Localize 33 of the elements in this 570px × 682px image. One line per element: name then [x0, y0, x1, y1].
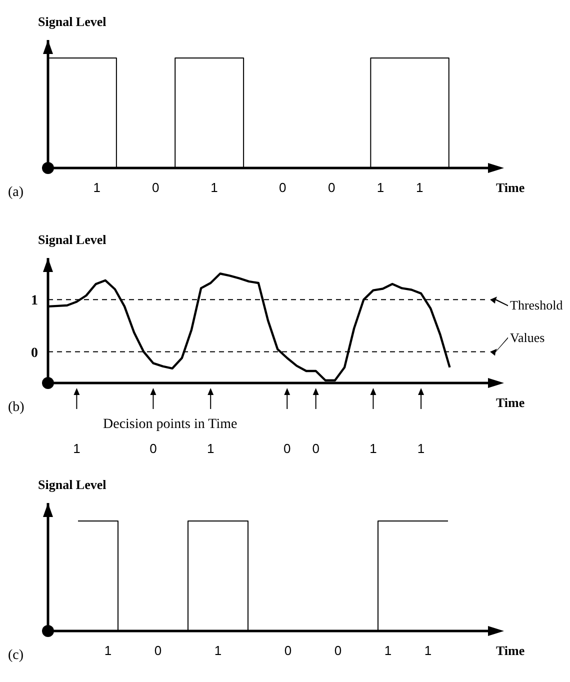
text: (a) [8, 185, 24, 200]
y-axis-title: Signal Level [38, 14, 107, 29]
x-tick-label: 0 [152, 180, 160, 195]
x-tick-label: 0 [279, 180, 286, 195]
x-tick-label: 1 [370, 441, 377, 456]
ref-line-label: Threshold [510, 298, 564, 313]
x-tick-label: 1 [416, 180, 424, 195]
y-axis-title: Signal Level [38, 232, 107, 247]
text: Decision points in Time [103, 417, 238, 432]
x-axis-title: Time [496, 395, 525, 410]
x-tick-label: 0 [328, 180, 336, 195]
x-tick-label: 0 [284, 441, 291, 456]
x-tick-label: 1 [417, 441, 425, 456]
text: (b) [8, 400, 25, 415]
x-axis-title: Time [496, 643, 525, 658]
y-axis-title: Signal Level [38, 477, 107, 492]
x-tick-label: 0 [312, 441, 320, 456]
x-tick-label: 0 [284, 643, 292, 658]
x-tick-label: 0 [334, 643, 342, 658]
x-tick-label: 1 [384, 643, 392, 658]
x-tick-label: 1 [73, 441, 80, 456]
x-tick-label: 1 [376, 180, 384, 195]
text: (c) [8, 648, 24, 663]
x-tick-label: 0 [154, 643, 162, 658]
x-tick-label: 1 [424, 643, 432, 658]
x-tick-label: 1 [104, 643, 112, 658]
x-tick-label: 1 [206, 441, 214, 456]
ref-line-label: Values [510, 330, 545, 345]
x-tick-label: 1 [210, 180, 218, 195]
x-tick-label: 1 [93, 180, 101, 195]
x-axis-title: Time [496, 180, 525, 195]
x-tick-label: 1 [214, 643, 222, 658]
x-tick-label: 0 [150, 441, 157, 456]
